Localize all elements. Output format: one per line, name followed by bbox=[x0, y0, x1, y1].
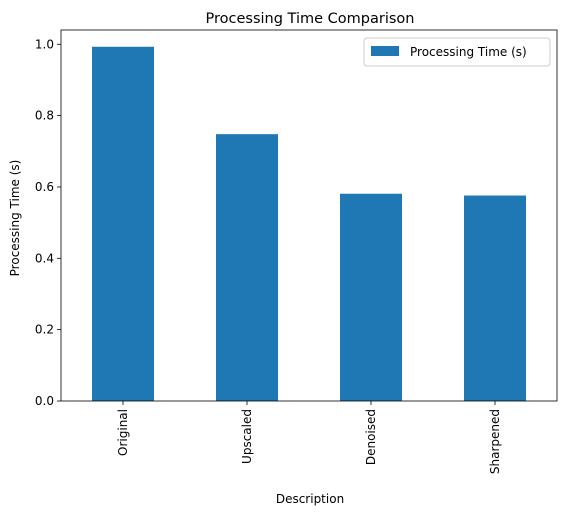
y-tick-label: 0.0 bbox=[35, 394, 54, 408]
plot-frame bbox=[60, 29, 558, 402]
x-tick-label: Upscaled bbox=[240, 409, 254, 464]
y-tick-label: 0.6 bbox=[35, 180, 54, 194]
x-tick-label: Sharpened bbox=[488, 409, 502, 474]
y-tick-label: 1.0 bbox=[35, 37, 54, 51]
x-axis-label: Description bbox=[276, 492, 344, 506]
chart-title: Processing Time Comparison bbox=[206, 11, 415, 27]
x-tick-label: Original bbox=[116, 409, 130, 456]
bar-upscaled bbox=[216, 134, 278, 401]
y-tick-label: 0.4 bbox=[35, 251, 54, 265]
x-tick-label: Denoised bbox=[364, 409, 378, 465]
bar-sharpened bbox=[464, 195, 526, 401]
bar-original bbox=[92, 46, 154, 401]
legend: Processing Time (s) bbox=[363, 37, 551, 67]
bars-group bbox=[92, 46, 526, 401]
bar-denoised bbox=[340, 193, 402, 401]
legend-label: Processing Time (s) bbox=[410, 45, 527, 59]
y-axis: 0.0 0.2 0.4 0.6 0.8 1.0 bbox=[35, 37, 61, 408]
y-tick-label: 0.8 bbox=[35, 109, 54, 123]
legend-box bbox=[363, 37, 551, 67]
legend-swatch bbox=[371, 46, 399, 56]
x-axis: Original Upscaled Denoised Sharpened bbox=[116, 401, 502, 474]
y-tick-label: 0.2 bbox=[35, 323, 54, 337]
y-axis-label: Processing Time (s) bbox=[8, 160, 22, 277]
